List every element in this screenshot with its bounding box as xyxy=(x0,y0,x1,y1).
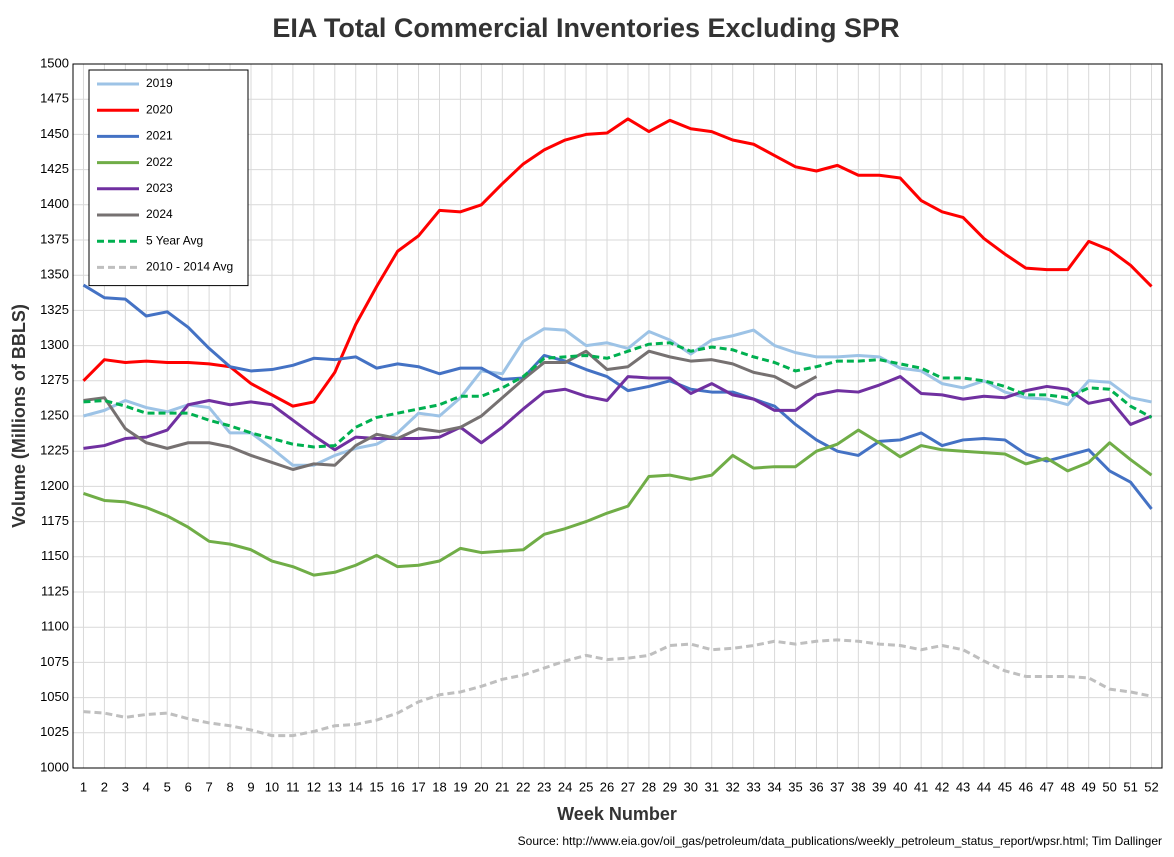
x-tick-label: 20 xyxy=(474,779,488,794)
x-tick-label: 51 xyxy=(1123,779,1137,794)
y-tick-label: 1300 xyxy=(40,337,69,352)
series-line xyxy=(82,428,1153,577)
x-tick-label: 16 xyxy=(390,779,404,794)
series-line xyxy=(83,341,1153,449)
x-tick-label: 35 xyxy=(788,779,802,794)
y-tick-label: 1175 xyxy=(41,513,69,528)
legend-label: 2022 xyxy=(146,155,173,169)
x-tick-label: 32 xyxy=(725,779,739,794)
x-tick-label: 22 xyxy=(516,779,530,794)
x-tick-label: 19 xyxy=(453,779,467,794)
x-tick-label: 12 xyxy=(307,779,321,794)
x-tick-label: 31 xyxy=(705,779,719,794)
y-tick-label: 1475 xyxy=(40,91,69,106)
x-tick-label: 15 xyxy=(369,779,383,794)
legend-label: 2021 xyxy=(146,129,173,143)
x-tick-label: 8 xyxy=(226,779,233,794)
series-line xyxy=(82,117,1153,408)
source-note: Source: http://www.eia.gov/oil_gas/petro… xyxy=(518,834,1162,848)
x-tick-label: 44 xyxy=(977,779,991,794)
y-axis-label: Volume (Millions of BBLS) xyxy=(9,304,29,528)
x-tick-label: 28 xyxy=(642,779,656,794)
x-tick-label: 36 xyxy=(809,779,823,794)
x-tick-label: 42 xyxy=(935,779,949,794)
x-tick-label: 30 xyxy=(684,779,698,794)
x-tick-label: 48 xyxy=(1061,779,1075,794)
x-tick-label: 18 xyxy=(432,779,446,794)
x-tick-label: 3 xyxy=(122,779,129,794)
x-tick-label: 50 xyxy=(1102,779,1116,794)
x-tick-label: 9 xyxy=(247,779,254,794)
legend-label: 5 Year Avg xyxy=(146,233,203,247)
x-tick-label: 4 xyxy=(143,779,150,794)
chart-title: EIA Total Commercial Inventories Excludi… xyxy=(272,13,899,43)
series-line xyxy=(83,375,1153,452)
y-tick-label: 1200 xyxy=(40,478,69,493)
x-tick-label: 5 xyxy=(164,779,171,794)
y-tick-label: 1325 xyxy=(40,302,69,317)
y-tick-label: 1250 xyxy=(40,407,69,422)
series-line xyxy=(83,349,818,472)
x-tick-label: 38 xyxy=(851,779,865,794)
y-tick-label: 1075 xyxy=(40,654,69,669)
x-tick-label: 7 xyxy=(206,779,213,794)
x-tick-label: 46 xyxy=(1019,779,1033,794)
y-tick-label: 1425 xyxy=(40,161,69,176)
x-tick-label: 21 xyxy=(495,779,509,794)
x-tick-label: 41 xyxy=(914,779,928,794)
x-axis-label: Week Number xyxy=(557,804,677,824)
x-tick-label: 27 xyxy=(621,779,635,794)
x-tick-label: 39 xyxy=(872,779,886,794)
x-tick-label: 52 xyxy=(1144,779,1158,794)
y-tick-label: 1400 xyxy=(40,196,69,211)
x-tick-label: 47 xyxy=(1040,779,1054,794)
legend-box xyxy=(88,69,249,287)
x-tick-label: 6 xyxy=(185,779,192,794)
x-tick-label: 23 xyxy=(537,779,551,794)
x-tick-label: 1 xyxy=(80,779,87,794)
x-tick-label: 34 xyxy=(767,779,781,794)
plot-border xyxy=(72,63,1163,769)
y-tick-label: 1350 xyxy=(40,267,69,282)
series-line xyxy=(82,283,1153,510)
x-tick-label: 33 xyxy=(746,779,760,794)
y-tick-label: 1225 xyxy=(40,443,69,458)
x-tick-label: 40 xyxy=(893,779,907,794)
series-line xyxy=(83,327,1152,467)
x-tick-label: 10 xyxy=(265,779,279,794)
y-tick-label: 1125 xyxy=(41,583,69,598)
y-tick-label: 1100 xyxy=(41,619,69,634)
y-tick-label: 1275 xyxy=(40,372,69,387)
y-tick-label: 1050 xyxy=(40,689,69,704)
x-tick-label: 17 xyxy=(411,779,425,794)
x-tick-label: 25 xyxy=(579,779,593,794)
y-tick-label: 1000 xyxy=(40,759,69,774)
legend-label: 2023 xyxy=(146,181,173,195)
x-tick-label: 11 xyxy=(286,779,300,794)
legend-label: 2020 xyxy=(146,102,173,116)
legend-label: 2019 xyxy=(146,76,173,90)
x-tick-label: 49 xyxy=(1081,779,1095,794)
y-tick-label: 1500 xyxy=(40,55,69,70)
x-tick-label: 2 xyxy=(101,779,108,794)
x-tick-label: 24 xyxy=(558,779,572,794)
y-tick-label: 1375 xyxy=(40,231,69,246)
x-tick-label: 43 xyxy=(956,779,970,794)
y-tick-label: 1025 xyxy=(40,724,69,739)
legend-label: 2024 xyxy=(146,207,173,221)
series-line xyxy=(83,638,1152,738)
y-tick-label: 1150 xyxy=(41,548,69,563)
x-tick-label: 13 xyxy=(328,779,342,794)
legend-label: 2010 - 2014 Avg xyxy=(146,260,233,274)
x-tick-label: 37 xyxy=(830,779,844,794)
x-tick-label: 45 xyxy=(998,779,1012,794)
x-tick-label: 14 xyxy=(348,779,362,794)
y-tick-label: 1450 xyxy=(40,126,69,141)
x-tick-label: 29 xyxy=(663,779,677,794)
x-tick-label: 26 xyxy=(600,779,614,794)
